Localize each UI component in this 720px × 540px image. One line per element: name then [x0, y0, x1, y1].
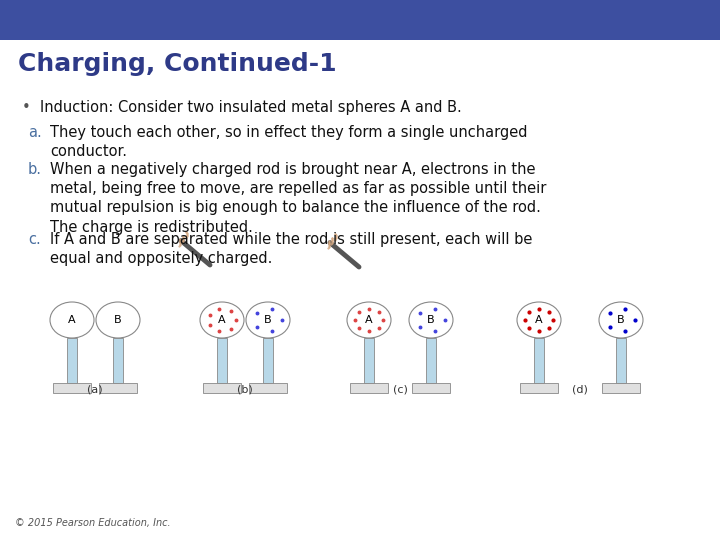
Bar [249, 383, 287, 393]
Text: Charging, Continued-1: Charging, Continued-1 [18, 52, 337, 76]
Text: (a): (a) [87, 385, 103, 395]
Bar [364, 338, 374, 383]
Text: (b): (b) [237, 385, 253, 395]
Bar [616, 338, 626, 383]
Text: B: B [114, 315, 122, 325]
Bar [412, 383, 450, 393]
Ellipse shape [599, 302, 643, 338]
Bar [263, 338, 273, 383]
Bar [99, 383, 137, 393]
Text: b.: b. [28, 162, 42, 177]
Ellipse shape [50, 302, 94, 338]
Text: B: B [427, 315, 435, 325]
Text: (c): (c) [392, 385, 408, 395]
Ellipse shape [96, 302, 140, 338]
Bar [203, 383, 241, 393]
Text: c.: c. [28, 232, 41, 247]
Text: A: A [218, 315, 226, 325]
Bar [67, 338, 77, 383]
Ellipse shape [246, 302, 290, 338]
Text: a.: a. [28, 125, 42, 140]
Ellipse shape [517, 302, 561, 338]
Ellipse shape [200, 302, 244, 338]
Bar [217, 338, 227, 383]
Bar [534, 338, 544, 383]
Text: A: A [365, 315, 373, 325]
Bar [350, 383, 388, 393]
Bar [53, 383, 91, 393]
Bar [602, 383, 640, 393]
Text: A: A [535, 315, 543, 325]
Text: A: A [68, 315, 76, 325]
Text: When a negatively charged rod is brought near A, electrons in the
metal, being f: When a negatively charged rod is brought… [50, 162, 546, 234]
Text: (d): (d) [572, 385, 588, 395]
Text: © 2015 Pearson Education, Inc.: © 2015 Pearson Education, Inc. [15, 518, 171, 528]
Bar [426, 338, 436, 383]
Ellipse shape [409, 302, 453, 338]
Text: If A and B are separated while the rod is still present, each will be
equal and : If A and B are separated while the rod i… [50, 232, 532, 266]
Text: •: • [22, 100, 31, 115]
Ellipse shape [347, 302, 391, 338]
Bar [520, 383, 558, 393]
Text: They touch each other, so in effect they form a single uncharged
conductor.: They touch each other, so in effect they… [50, 125, 528, 159]
Text: B: B [617, 315, 625, 325]
Bar [0, 0, 720, 40]
Text: B: B [264, 315, 272, 325]
Text: Induction: Consider two insulated metal spheres A and B.: Induction: Consider two insulated metal … [40, 100, 462, 115]
Bar [113, 338, 123, 383]
